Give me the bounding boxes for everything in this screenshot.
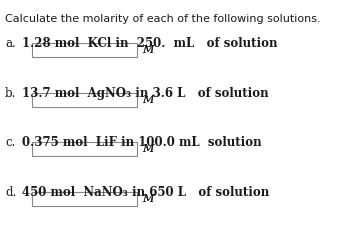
Text: M: M [142, 95, 153, 105]
Text: c.: c. [5, 136, 15, 149]
Bar [32, 142, 137, 156]
Bar [32, 43, 137, 57]
Text: b.: b. [5, 87, 16, 100]
Text: 450 mol  NaNO₃ in 650 L   of solution: 450 mol NaNO₃ in 650 L of solution [22, 186, 269, 199]
Text: Calculate the molarity of each of the following solutions.: Calculate the molarity of each of the fo… [5, 14, 321, 24]
Text: 1.28 mol  KCl in  250.  mL   of solution: 1.28 mol KCl in 250. mL of solution [22, 37, 278, 50]
Text: d.: d. [5, 186, 16, 199]
Text: M: M [142, 194, 153, 204]
Bar [32, 92, 137, 107]
Text: 0.375 mol  LiF in 100.0 mL  solution: 0.375 mol LiF in 100.0 mL solution [22, 136, 262, 149]
Text: M: M [142, 45, 153, 55]
Text: M: M [142, 144, 153, 154]
Text: a.: a. [5, 37, 16, 50]
Bar [32, 191, 137, 206]
Text: M: M [142, 194, 153, 204]
Text: 13.7 mol  AgNO₃ in 3.6 L   of solution: 13.7 mol AgNO₃ in 3.6 L of solution [22, 87, 269, 100]
Text: M: M [142, 45, 153, 55]
Text: M: M [142, 95, 153, 105]
Text: M: M [142, 144, 153, 154]
